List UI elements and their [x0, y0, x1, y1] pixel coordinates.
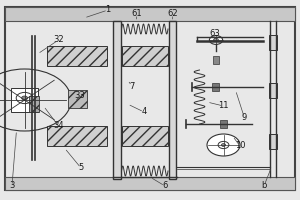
Bar	[220, 120, 226, 128]
Text: 33: 33	[74, 92, 85, 100]
Text: 7: 7	[129, 82, 135, 90]
Bar	[269, 134, 277, 149]
Circle shape	[16, 92, 33, 104]
Circle shape	[218, 141, 229, 149]
Bar	[46, 46, 106, 66]
Text: 9: 9	[242, 114, 247, 122]
Text: 32: 32	[53, 36, 64, 45]
Bar	[269, 35, 277, 50]
Circle shape	[207, 134, 240, 156]
Circle shape	[214, 38, 218, 42]
Bar	[4, 7, 295, 21]
Bar	[4, 177, 295, 190]
Circle shape	[221, 144, 226, 146]
Bar	[269, 83, 277, 98]
Bar	[68, 90, 87, 108]
Text: 5: 5	[78, 164, 84, 172]
Text: 11: 11	[218, 102, 229, 110]
Bar	[112, 21, 121, 179]
Bar	[28, 96, 39, 112]
Text: 4: 4	[141, 108, 147, 116]
Bar	[213, 56, 219, 64]
Text: 61: 61	[131, 9, 142, 19]
Bar	[212, 83, 219, 91]
Text: 34: 34	[53, 121, 64, 130]
Circle shape	[22, 96, 28, 100]
Text: 62: 62	[167, 9, 178, 19]
Bar	[122, 46, 168, 66]
Text: 63: 63	[209, 29, 220, 38]
Bar	[169, 21, 176, 179]
Text: 3: 3	[9, 182, 15, 190]
Bar	[122, 126, 168, 146]
Bar	[11, 88, 38, 112]
Text: b: b	[261, 182, 267, 190]
Bar	[46, 126, 106, 146]
Text: 10: 10	[235, 142, 245, 150]
Text: 6: 6	[162, 182, 168, 190]
Text: 1: 1	[105, 5, 111, 15]
Circle shape	[209, 36, 223, 44]
